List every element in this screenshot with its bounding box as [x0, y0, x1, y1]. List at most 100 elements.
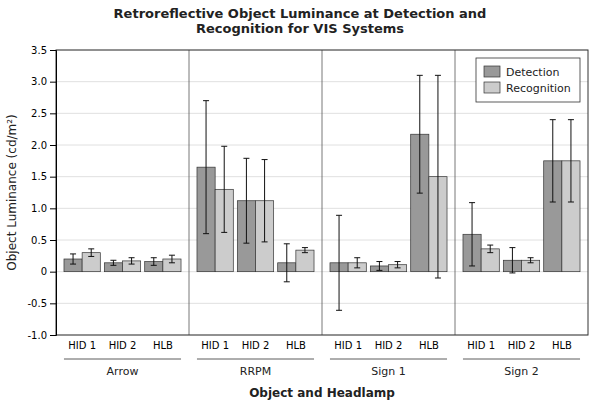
title-line: Recognition for VIS Systems	[196, 21, 404, 36]
y-tick: -1.0	[27, 330, 56, 341]
error-bar	[487, 245, 493, 253]
error-bar	[221, 146, 227, 232]
error-line	[357, 258, 358, 268]
error-cap	[568, 202, 574, 203]
y-tick-label: 1.5	[31, 171, 47, 182]
error-cap	[203, 233, 209, 234]
group-bracket	[197, 359, 314, 360]
x-axis: HID 1 HID 2 HLB	[68, 340, 173, 351]
error-line	[224, 146, 225, 232]
error-bar	[417, 75, 423, 193]
y-tick-label: -1.0	[27, 330, 47, 341]
y-tick: 2.0	[31, 140, 56, 151]
x-tick-label: HLB	[552, 340, 572, 351]
error-cap	[568, 119, 574, 120]
y-tick-label: 3.0	[31, 76, 47, 87]
error-cap	[88, 248, 94, 249]
x-tick-label: HLB	[153, 340, 173, 351]
error-cap	[221, 146, 227, 147]
error-bar	[336, 215, 342, 310]
error-bar	[203, 101, 209, 234]
plot: -1.0 -0.5 0 0.5 1.0 1.5 2.0 2.5 3.0 3.5 HID 1 HID 2…	[5, 45, 588, 400]
y-tick: 0	[41, 266, 56, 277]
error-line	[73, 254, 74, 264]
bar	[481, 249, 499, 272]
error-line	[379, 262, 380, 271]
error-cap	[151, 257, 157, 258]
x-tick: HID 1	[467, 340, 495, 351]
x-tick-label: HID 1	[201, 340, 229, 351]
error-bar	[70, 254, 76, 264]
y-tick-label: -0.5	[27, 298, 47, 309]
x-axis: HID 1HID 2HLB	[201, 340, 306, 351]
y-tick-label: 3.5	[31, 45, 47, 56]
error-cap	[243, 158, 249, 159]
x-tick: HID 2	[375, 340, 403, 351]
legend-label: Recognition	[506, 82, 571, 95]
error-line	[304, 248, 305, 253]
error-cap	[395, 261, 401, 262]
x-tick: HID 2	[109, 340, 137, 351]
marks	[64, 75, 580, 310]
legend-label: Detection	[506, 66, 559, 79]
x-tick: HLB	[552, 340, 572, 351]
error-bar	[395, 262, 401, 268]
y-tick-label: 0.5	[31, 235, 47, 246]
error-cap	[417, 193, 423, 194]
error-cap	[129, 264, 135, 265]
x-tick-label: HLB	[419, 340, 439, 351]
error-line	[512, 248, 513, 273]
legend-item: Detection	[484, 66, 559, 79]
y-tick: 2.5	[31, 108, 56, 119]
error-line	[91, 249, 92, 257]
error-cap	[243, 243, 249, 244]
error-bar	[302, 248, 308, 253]
y-tick-mark	[50, 82, 56, 83]
y-tick-mark	[50, 208, 56, 209]
error-line	[131, 258, 132, 264]
group-bracket	[330, 359, 447, 360]
error-bar	[88, 249, 94, 257]
y-tick-mark	[50, 113, 56, 114]
error-cap	[151, 265, 157, 266]
error-cap	[435, 278, 441, 279]
error-cap	[336, 215, 342, 216]
y-tick-label: 0	[41, 266, 47, 277]
error-bar	[151, 258, 157, 266]
error-cap	[302, 252, 308, 253]
error-bar	[262, 160, 268, 242]
error-line	[530, 258, 531, 263]
group-label: Sign 2	[504, 365, 539, 378]
error-line	[339, 215, 340, 310]
y-tick-mark	[50, 240, 56, 241]
error-line	[286, 244, 287, 282]
y-tick: 1.0	[31, 203, 56, 214]
error-line	[171, 255, 172, 263]
legend-swatch	[484, 82, 500, 93]
error-cap	[110, 265, 116, 266]
x-tick: HID 1	[68, 340, 96, 351]
y-tick-mark	[50, 145, 56, 146]
y-axis-title: Object Luminance (cd/m²)	[5, 114, 19, 270]
error-cap	[354, 257, 360, 258]
group-label: Arrow	[107, 365, 139, 378]
group-dividers	[189, 50, 455, 335]
x-tick: HID 1	[201, 340, 229, 351]
error-cap	[262, 159, 268, 160]
error-bar	[528, 258, 534, 263]
y-tick-mark	[50, 272, 56, 273]
error-line	[246, 158, 247, 243]
error-bar	[243, 158, 249, 243]
title-line: Retroreflective Object Luminance at Dete…	[114, 6, 487, 21]
error-cap	[487, 252, 493, 253]
group-labels: ArrowRRPMSign 1Sign 2	[64, 359, 580, 378]
x-tick: HLB	[153, 340, 173, 351]
y-tick: -0.5	[27, 298, 56, 309]
error-bar	[568, 120, 574, 202]
y-axis-line	[50, 51, 57, 336]
error-cap	[221, 232, 227, 233]
error-bar	[354, 258, 360, 268]
x-axis-title: Object and Headlamp	[249, 386, 395, 400]
group-divider	[189, 50, 190, 335]
y-tick-label: 1.0	[31, 203, 47, 214]
